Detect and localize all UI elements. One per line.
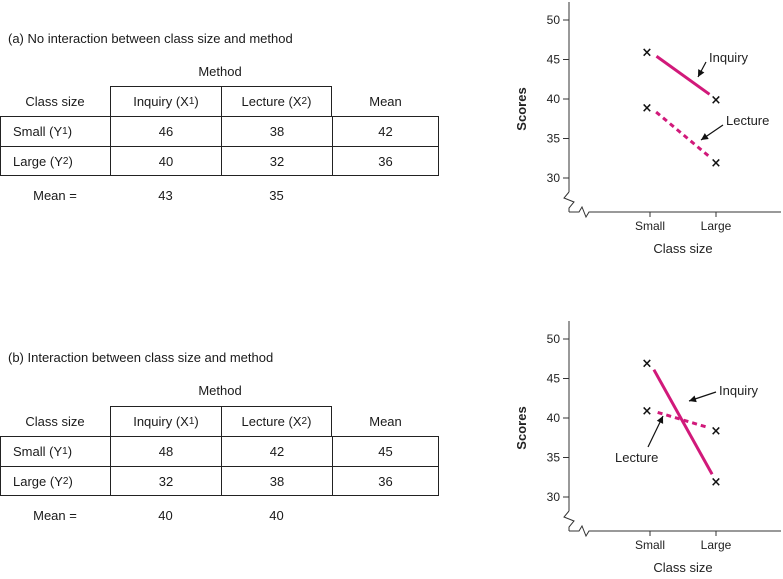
table-b-cell: 42 [221, 436, 332, 466]
table-a-header-inquiry: Inquiry (X 1) [110, 86, 221, 116]
table-b-mean-empty [332, 496, 439, 534]
data-point-lecture: × [642, 404, 653, 419]
y-tick-label: 50 [547, 332, 561, 346]
y-axis-title: Scores [514, 87, 529, 130]
x-tick-label: Large [701, 538, 732, 552]
y-tick-label: 30 [547, 171, 561, 185]
y-tick-label: 50 [547, 13, 561, 27]
table-a-header-mean: Mean [369, 93, 402, 109]
y-tick-label: 45 [547, 372, 561, 386]
y-axis-title: Scores [514, 406, 529, 449]
table-b-row-small-label: Small (Y 1) [0, 436, 110, 466]
annotation-arrow-head [656, 416, 664, 424]
table-b-header-inquiry: Inquiry (X 1) [110, 406, 221, 436]
table-a-title: (a) No interaction between class size an… [8, 31, 293, 46]
data-point-inquiry: × [642, 357, 653, 372]
table-a-method-label: Method [198, 64, 242, 79]
x-axis-title: Class size [653, 560, 712, 575]
x-tick-label: Small [635, 219, 665, 233]
y-tick-label: 30 [547, 490, 561, 504]
annotation-inquiry: Inquiry [709, 50, 749, 65]
x-tick-label: Large [701, 219, 732, 233]
table-a-mean-cell: 43 [158, 187, 173, 203]
table-a-row-small-label: Small (Y 1) [0, 116, 110, 146]
table-a-cell: 36 [332, 146, 439, 176]
data-point-lecture: × [711, 424, 722, 439]
table-b-row-large-label: Large (Y 2) [0, 466, 110, 496]
table-a-header-class-size: Class size [25, 93, 85, 109]
series-line-inquiry [655, 55, 711, 96]
table-a-cell: 38 [221, 116, 332, 146]
y-tick-label: 35 [547, 132, 561, 146]
table-a-cell: 42 [332, 116, 439, 146]
table-a: Class size Inquiry (X 1) Lecture (X 2) Mea… [0, 86, 439, 214]
annotation-inquiry: Inquiry [719, 383, 759, 398]
annotation-lecture: Lecture [726, 113, 769, 128]
table-b-cell: 32 [110, 466, 221, 496]
annotation-arrow-head [689, 395, 697, 403]
table-a-cell: 32 [221, 146, 332, 176]
y-axis-break [563, 191, 575, 212]
x-tick-label: Small [635, 538, 665, 552]
table-b-cell: 48 [110, 436, 221, 466]
y-tick-label: 40 [547, 411, 561, 425]
series-line-inquiry [652, 368, 714, 475]
y-axis-break [563, 510, 575, 531]
table-b-mean-cell: 40 [269, 507, 284, 523]
table-b-header-class-size: Class size [25, 413, 85, 429]
table-b-cell: 36 [332, 466, 439, 496]
data-point-inquiry: × [711, 93, 722, 108]
table-b-cell: 45 [332, 436, 439, 466]
annotation-arrow-head [701, 133, 709, 140]
data-point-inquiry: × [711, 475, 722, 490]
x-axis-title: Class size [653, 241, 712, 256]
table-a-mean-empty [332, 176, 439, 214]
table-b-mean-label: Mean = [33, 507, 77, 523]
series-line-lecture [655, 110, 711, 159]
x-axis-line [569, 205, 781, 219]
table-b-mean-cell: 40 [158, 507, 173, 523]
table-a-cell: 46 [110, 116, 221, 146]
annotation-lecture: Lecture [615, 450, 658, 465]
chart-a: 30 35 40 45 50 Small Large Class size Scores × × In… [514, 2, 781, 256]
y-tick-label: 35 [547, 451, 561, 465]
table-a-row-large-label: Large (Y 2) [0, 146, 110, 176]
table-b-cell: 38 [221, 466, 332, 496]
y-tick-label: 40 [547, 92, 561, 106]
table-b: Class size Inquiry (X 1) Lecture (X 2) Mea… [0, 406, 439, 534]
table-a-cell: 40 [110, 146, 221, 176]
data-point-lecture: × [711, 156, 722, 171]
y-tick-label: 45 [547, 53, 561, 67]
table-a-mean-cell: 35 [269, 187, 284, 203]
chart-b: 30 35 40 45 50 Small Large Class size Scores × × In… [514, 321, 781, 575]
annotation-arrow-head [698, 69, 705, 77]
table-b-method-label: Method [198, 383, 242, 398]
table-b-header-lecture: Lecture (X 2) [221, 406, 332, 436]
table-b-header-mean: Mean [369, 413, 402, 429]
x-axis-line [569, 524, 781, 538]
table-b-title: (b) Interaction between class size and m… [8, 350, 274, 365]
data-point-lecture: × [642, 101, 653, 116]
table-a-header-lecture: Lecture (X 2) [221, 86, 332, 116]
table-a-mean-label: Mean = [33, 187, 77, 203]
data-point-inquiry: × [642, 46, 653, 61]
